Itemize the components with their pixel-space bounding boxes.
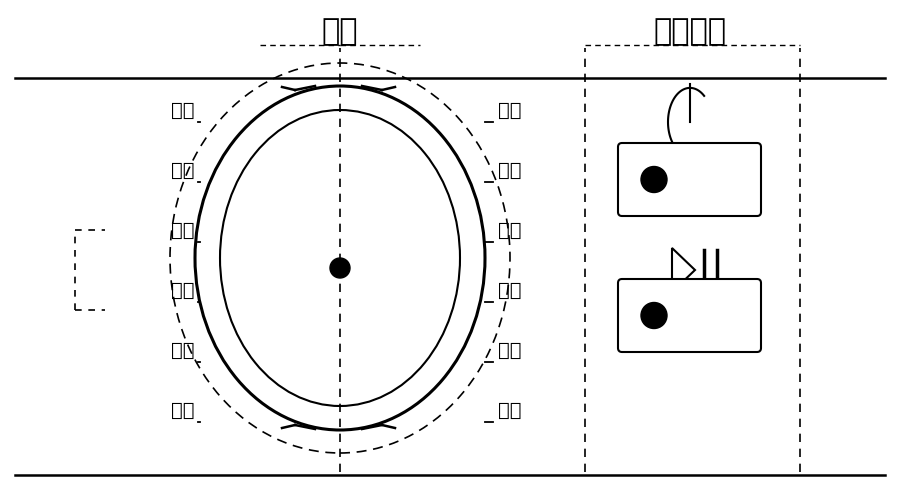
FancyBboxPatch shape <box>618 279 761 352</box>
Text: 柔和: 柔和 <box>498 400 521 419</box>
Text: 智能: 智能 <box>498 220 521 240</box>
FancyBboxPatch shape <box>618 143 761 216</box>
Text: 内衣: 内衣 <box>172 220 195 240</box>
Circle shape <box>330 258 350 278</box>
Text: 强力: 强力 <box>498 280 521 299</box>
Text: 混合: 混合 <box>498 160 521 180</box>
Text: 床单: 床单 <box>172 160 195 180</box>
Text: 衬衫: 衬衫 <box>172 280 195 299</box>
Text: 纤薄: 纤薄 <box>172 340 195 359</box>
Text: 婴儿: 婴儿 <box>172 400 195 419</box>
Text: 牛仔: 牛仔 <box>172 100 195 119</box>
Text: 旋钮: 旋钮 <box>322 18 358 46</box>
Circle shape <box>641 302 667 328</box>
Text: 棉麻: 棉麻 <box>498 100 521 119</box>
Text: 电源按键: 电源按键 <box>653 18 726 46</box>
Text: 标准: 标准 <box>498 340 521 359</box>
Circle shape <box>641 166 667 192</box>
